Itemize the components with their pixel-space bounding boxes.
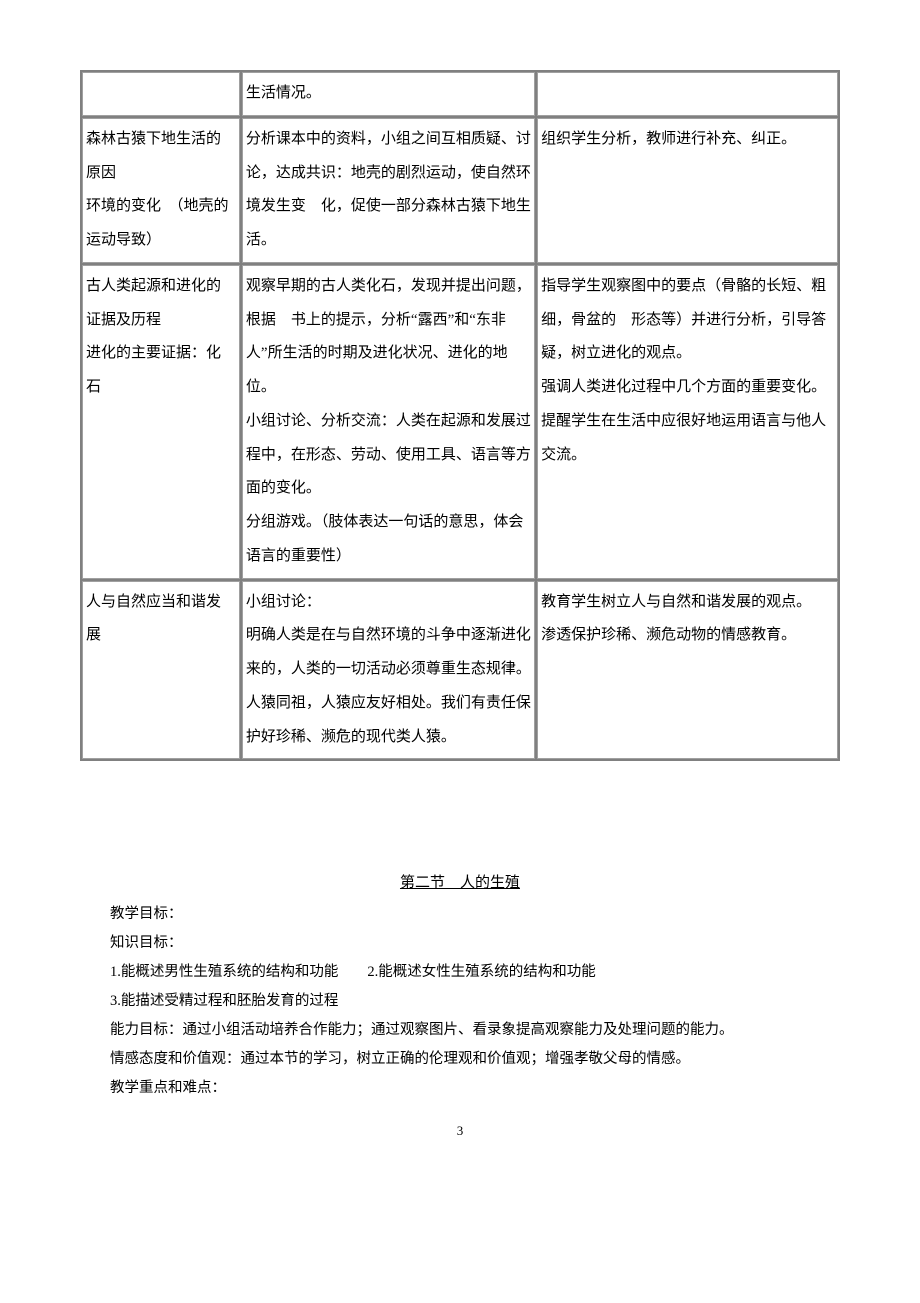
cell-teacher: 组织学生分析，教师进行补充、纠正。 [537, 118, 838, 263]
cell-topic: 古人类起源和进化的证据及历程进化的主要证据：化石 [82, 265, 240, 579]
cell-text: 森林古猿下地生活的原因环境的变化 （地壳的运动导致） [86, 131, 229, 248]
cell-topic [82, 72, 240, 116]
cell-topic: 森林古猿下地生活的原因环境的变化 （地壳的运动导致） [82, 118, 240, 263]
cell-text: 分析课本中的资料，小组之间互相质疑、讨论，达成共识：地壳的剧烈运动，使自然环境发… [246, 131, 531, 248]
document-page: 生活情况。 森林古猿下地生活的原因环境的变化 （地壳的运动导致） 分析课本中的资… [0, 0, 920, 1179]
cell-teacher [537, 72, 838, 116]
cell-text: 组织学生分析，教师进行补充、纠正。 [541, 131, 796, 147]
cell-text: 观察早期的古人类化石，发现并提出问题，根据 书上的提示，分析“露西”和“东非人”… [246, 278, 531, 564]
cell-teacher: 教育学生树立人与自然和谐发展的观点。渗透保护珍稀、濒危动物的情感教育。 [537, 581, 838, 760]
body-line: 知识目标： [110, 929, 810, 958]
cell-student: 分析课本中的资料，小组之间互相质疑、讨论，达成共识：地壳的剧烈运动，使自然环境发… [242, 118, 535, 263]
body-line: 教学重点和难点： [110, 1074, 810, 1103]
body-line: 情感态度和价值观：通过本节的学习，树立正确的伦理观和价值观；增强孝敬父母的情感。 [110, 1045, 810, 1074]
section-body: 教学目标： 知识目标： 1.能概述男性生殖系统的结构和功能 2.能概述女性生殖系… [80, 900, 840, 1103]
cell-text: 生活情况。 [246, 85, 321, 101]
cell-topic: 人与自然应当和谐发展 [82, 581, 240, 760]
section-title: 第二节 人的生殖 [80, 871, 840, 892]
body-line: 教学目标： [110, 900, 810, 929]
cell-text: 人与自然应当和谐发展 [86, 594, 221, 644]
cell-student: 小组讨论：明确人类是在与自然环境的斗争中逐渐进化来的，人类的一切活动必须尊重生态… [242, 581, 535, 760]
cell-text: 古人类起源和进化的证据及历程进化的主要证据：化石 [86, 278, 221, 395]
cell-text: 指导学生观察图中的要点（骨骼的长短、粗细，骨盆的 形态等）并进行分析，引导答疑，… [541, 278, 826, 463]
cell-student: 生活情况。 [242, 72, 535, 116]
table-row: 森林古猿下地生活的原因环境的变化 （地壳的运动导致） 分析课本中的资料，小组之间… [82, 118, 838, 263]
table-row: 人与自然应当和谐发展 小组讨论：明确人类是在与自然环境的斗争中逐渐进化来的，人类… [82, 581, 838, 760]
cell-text: 教育学生树立人与自然和谐发展的观点。渗透保护珍稀、濒危动物的情感教育。 [541, 594, 811, 644]
page-number: 3 [80, 1123, 840, 1139]
table-row: 古人类起源和进化的证据及历程进化的主要证据：化石 观察早期的古人类化石，发现并提… [82, 265, 838, 579]
body-line: 1.能概述男性生殖系统的结构和功能 2.能概述女性生殖系统的结构和功能 [110, 958, 810, 987]
cell-text: 小组讨论：明确人类是在与自然环境的斗争中逐渐进化来的，人类的一切活动必须尊重生态… [246, 594, 531, 745]
body-line: 能力目标：通过小组活动培养合作能力；通过观察图片、看录象提高观察能力及处理问题的… [110, 1016, 810, 1045]
lesson-table: 生活情况。 森林古猿下地生活的原因环境的变化 （地壳的运动导致） 分析课本中的资… [80, 70, 840, 761]
cell-teacher: 指导学生观察图中的要点（骨骼的长短、粗细，骨盆的 形态等）并进行分析，引导答疑，… [537, 265, 838, 579]
cell-student: 观察早期的古人类化石，发现并提出问题，根据 书上的提示，分析“露西”和“东非人”… [242, 265, 535, 579]
body-line: 3.能描述受精过程和胚胎发育的过程 [110, 987, 810, 1016]
table-row: 生活情况。 [82, 72, 838, 116]
